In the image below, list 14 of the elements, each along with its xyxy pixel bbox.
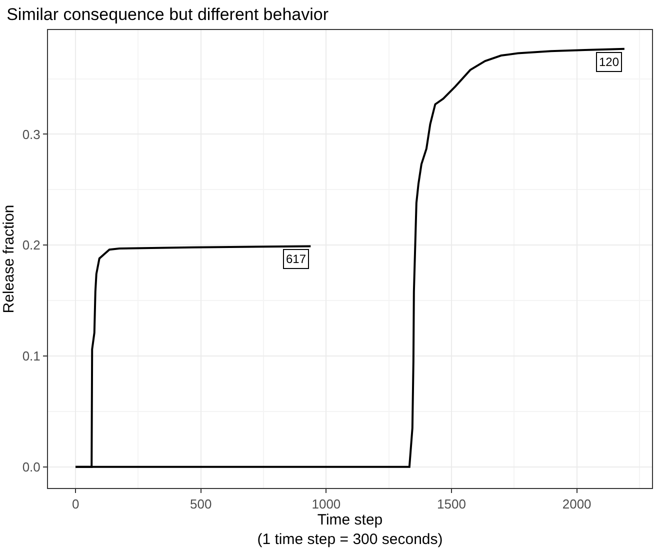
y-tick-label: 0.0 [22,459,40,474]
x-tick-label: 1000 [312,496,341,512]
y-tick-label: 0.1 [22,348,40,364]
x-tick-label: 1500 [437,496,466,512]
x-tick-label: 2000 [562,496,592,512]
y-tick-label: 0.3 [22,126,40,142]
x-tick-label: 0 [72,496,80,512]
series-label: 120 [599,55,620,69]
chart-title: Similar consequence but different behavior [6,5,329,24]
y-axis-title: Release fraction [0,204,18,314]
y-tick-label: 0.2 [22,238,40,253]
series-label: 617 [286,252,306,266]
x-axis-title: Time step (1 time step = 300 seconds) [257,512,443,548]
x-tick-label: 500 [190,496,212,512]
